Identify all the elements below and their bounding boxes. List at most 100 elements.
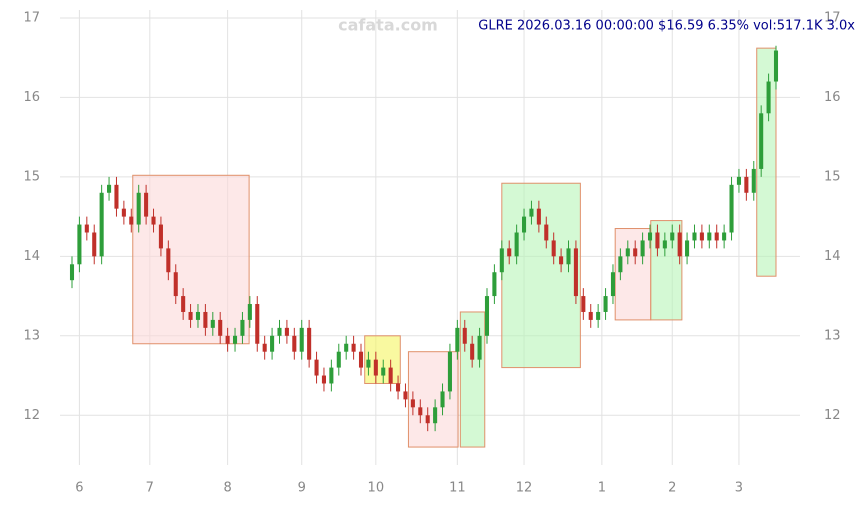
candle-body: [507, 248, 512, 257]
candle-body: [559, 256, 564, 265]
y-tick-label: 13: [23, 328, 40, 343]
candle-body: [685, 240, 690, 257]
candle-body: [210, 319, 215, 328]
candle-body: [529, 208, 534, 217]
candle-body: [603, 296, 608, 312]
candle-body: [766, 81, 771, 114]
x-tick-label: 2: [668, 481, 676, 496]
candle-body: [699, 232, 704, 241]
candle-body: [418, 407, 423, 416]
candle-body: [455, 327, 460, 352]
candle-body: [440, 391, 445, 408]
candle-body: [173, 272, 178, 297]
candle-body: [522, 216, 527, 233]
zone: [650, 220, 683, 321]
candle-body: [729, 184, 734, 233]
chart-title: GLRE 2026.03.16 00:00:00 $16.59 6.35% vo…: [478, 19, 855, 34]
candle-body: [144, 192, 149, 217]
candle-body: [92, 232, 97, 257]
candle-body: [596, 311, 601, 320]
candle-body: [136, 192, 141, 225]
candle-body: [373, 359, 378, 376]
candle-body: [492, 272, 497, 297]
x-tick-label: 9: [298, 481, 306, 496]
candle-body: [321, 375, 326, 384]
candle-body: [77, 224, 82, 265]
candle-body: [759, 113, 764, 169]
candle-body: [470, 343, 475, 360]
candle-body: [462, 327, 467, 344]
candle-body: [351, 343, 356, 352]
y-tick-label: 14: [23, 249, 40, 264]
candle-body: [181, 296, 186, 312]
candle-body: [114, 184, 119, 209]
candle-body: [188, 311, 193, 320]
y-tick-label: 15: [23, 169, 40, 184]
candle-body: [240, 319, 245, 336]
candle-body: [277, 327, 282, 336]
zone: [501, 182, 581, 369]
candle-body: [270, 335, 275, 352]
candle-body: [410, 399, 415, 408]
candle-body: [447, 351, 452, 392]
candle-body: [284, 327, 289, 336]
candle-body: [99, 192, 104, 257]
candle-body: [307, 327, 312, 360]
candle-body: [588, 311, 593, 320]
candle-body: [151, 216, 156, 225]
candle-body: [707, 232, 712, 241]
candle-body: [573, 248, 578, 297]
candle-body: [433, 407, 438, 424]
candle-body: [69, 264, 75, 281]
candle-body: [262, 343, 267, 352]
candle-body: [551, 240, 556, 257]
candle-body: [358, 351, 364, 368]
candle-body: [329, 367, 334, 384]
x-tick-label: 3: [735, 481, 743, 496]
zone: [756, 47, 777, 277]
candle-body: [218, 319, 223, 336]
candle-body: [366, 359, 371, 368]
candle-body: [647, 232, 653, 241]
candle-body: [247, 304, 252, 320]
candle-body: [403, 391, 408, 400]
x-tick-label: 12: [516, 481, 533, 496]
y-tick-label: 16: [23, 90, 40, 105]
x-tick-label: 1: [598, 481, 606, 496]
candle-body: [299, 327, 304, 352]
candle-body: [195, 311, 201, 320]
candle-body: [692, 232, 697, 241]
candle-body: [736, 176, 741, 185]
y-tick-label-right: 17: [824, 10, 841, 25]
candle-body: [544, 224, 549, 241]
candle-body: [714, 232, 719, 241]
x-tick-label: 10: [368, 481, 385, 496]
y-tick-label-right: 16: [824, 90, 841, 105]
candle-body: [610, 272, 616, 297]
y-tick-label-right: 13: [824, 328, 841, 343]
y-tick-label-right: 12: [824, 408, 841, 423]
x-tick-label: 6: [75, 481, 83, 496]
candle-body: [662, 240, 667, 249]
candle-body: [484, 296, 490, 336]
candle-body: [640, 240, 645, 257]
y-tick-label-right: 14: [824, 249, 841, 264]
y-tick-label: 17: [23, 10, 40, 25]
candle-body: [158, 224, 163, 249]
candle-body: [107, 184, 112, 193]
candle-body: [477, 335, 482, 360]
candle-body: [396, 383, 401, 392]
watermark: cafata.com: [338, 16, 438, 35]
zone: [614, 228, 652, 321]
candle-body: [655, 232, 660, 249]
candle-body: [425, 415, 430, 424]
candle-body: [536, 208, 541, 225]
zone: [364, 335, 401, 384]
x-tick-label: 8: [223, 481, 231, 496]
x-tick-label: 11: [449, 481, 466, 496]
candle-body: [633, 248, 638, 257]
candle-body: [225, 335, 230, 344]
candle-body: [566, 248, 571, 265]
candle-body: [84, 224, 89, 233]
